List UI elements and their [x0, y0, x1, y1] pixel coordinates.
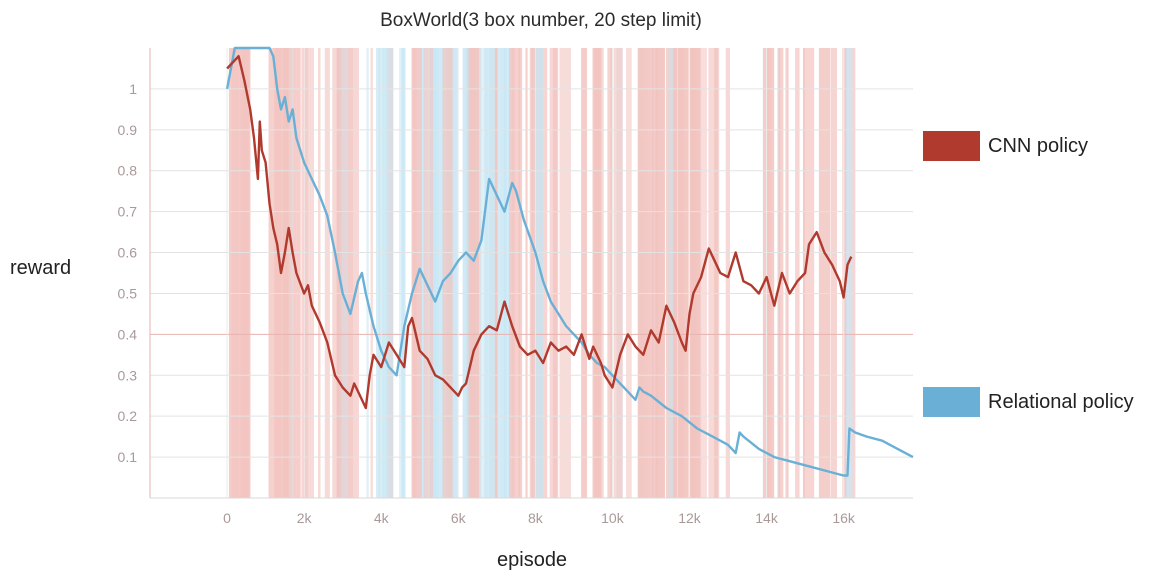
- cnn-variance-band: [317, 48, 321, 498]
- cnn-variance-band: [818, 48, 831, 498]
- axes: [149, 48, 913, 499]
- legend-item-cnn[interactable]: CNN policy: [923, 131, 1088, 161]
- relational-variance-band: [503, 48, 506, 498]
- series-lines: [225, 46, 914, 477]
- cnn-variance-band: [442, 48, 453, 498]
- y-tick-label: 0.3: [118, 367, 138, 383]
- relational-variance-band: [668, 48, 674, 498]
- cnn-variance-band: [466, 48, 477, 498]
- legend-item-relational[interactable]: Relational policy: [923, 387, 1134, 417]
- y-axis-label: reward: [10, 257, 72, 279]
- legend-swatch-cnn: [923, 131, 980, 161]
- legend-label-relational: Relational policy: [988, 390, 1134, 413]
- cnn-variance-band: [511, 48, 515, 498]
- x-tick-labels: 0 2k 4k 6k 8k 10k 12k 14k 16k: [223, 510, 856, 526]
- cnn-variance-band: [559, 48, 571, 498]
- cnn-variance-band: [228, 48, 241, 498]
- cnn-variance-band: [595, 48, 604, 498]
- relational-variance-band: [366, 48, 369, 498]
- cnn-variance-band: [549, 48, 559, 498]
- y-tick-label: 0.2: [118, 408, 138, 424]
- cnn-variance-band: [494, 48, 498, 498]
- x-tick-label: 2k: [297, 510, 313, 526]
- cnn-variance-band: [637, 48, 648, 498]
- relational-variance-band: [463, 48, 469, 498]
- y-tick-label: 0.7: [118, 204, 138, 220]
- cnn-variance-band: [842, 48, 847, 498]
- cnn-variance-band: [301, 48, 309, 498]
- cnn-variance-band: [581, 48, 588, 498]
- y-tick-label: 0.5: [118, 285, 138, 301]
- cnn-variance-band: [708, 48, 720, 498]
- cnn-variance-band: [610, 48, 614, 498]
- cnn-variance-band: [268, 48, 277, 498]
- cnn-variance-band: [324, 48, 330, 498]
- relational-variance-band: [399, 48, 405, 498]
- relational-variance-band: [381, 48, 394, 498]
- relational-variance-band: [430, 48, 440, 498]
- cnn-variance-band: [525, 48, 528, 498]
- x-tick-label: 14k: [755, 510, 779, 526]
- x-tick-label: 6k: [451, 510, 467, 526]
- cnn-variance-band: [766, 48, 770, 498]
- relational-policy-line: [225, 46, 914, 477]
- cnn-variance-band: [691, 48, 699, 498]
- cnn-variance-band: [725, 48, 730, 498]
- y-tick-label: 0.9: [118, 122, 138, 138]
- y-tick-labels: 0.1 0.2 0.3 0.4 0.5 0.6 0.7 0.8 0.9 1: [118, 81, 138, 465]
- cnn-variance-band: [645, 48, 657, 498]
- cnn-variance-band: [518, 48, 523, 498]
- cnn-variance-band: [241, 48, 250, 498]
- cnn-variance-band: [332, 48, 340, 498]
- cnn-variance-band: [656, 48, 659, 498]
- x-tick-label: 8k: [528, 510, 544, 526]
- variance-bands: [228, 48, 856, 498]
- cnn-variance-band: [769, 48, 772, 498]
- legend-label-cnn: CNN policy: [988, 134, 1089, 157]
- cnn-variance-band: [286, 48, 292, 498]
- cnn-variance-band: [626, 48, 632, 498]
- relational-variance-band: [506, 48, 510, 498]
- relational-variance-band: [378, 48, 382, 498]
- cnn-variance-band: [302, 48, 315, 498]
- x-tick-label: 12k: [678, 510, 702, 526]
- cnn-variance-band: [607, 48, 613, 498]
- x-tick-label: 0: [223, 510, 231, 526]
- cnn-variance-band: [830, 48, 837, 498]
- legend-swatch-relational: [923, 387, 980, 417]
- cnn-variance-band: [423, 48, 434, 498]
- cnn-variance-band: [531, 48, 534, 498]
- y-tick-label: 0.6: [118, 245, 138, 261]
- y-tick-label: 0.8: [118, 163, 138, 179]
- cnn-variance-band: [613, 48, 623, 498]
- cnn-variance-band: [688, 48, 694, 498]
- cnn-variance-band: [777, 48, 781, 498]
- relational-variance-band: [845, 48, 853, 498]
- y-tick-label: 0.1: [118, 449, 138, 465]
- cnn-variance-band: [411, 48, 422, 498]
- y-tick-label: 1: [129, 81, 137, 97]
- cnn-variance-band: [785, 48, 789, 498]
- cnn-variance-band: [370, 48, 373, 498]
- x-tick-label: 4k: [374, 510, 390, 526]
- cnn-variance-band: [677, 48, 688, 498]
- x-tick-label: 16k: [832, 510, 856, 526]
- cnn-variance-band: [659, 48, 666, 498]
- x-tick-label: 10k: [601, 510, 625, 526]
- relational-variance-band: [440, 48, 445, 498]
- x-axis-label: episode: [497, 549, 568, 571]
- cnn-variance-band: [348, 48, 359, 498]
- cnn-policy-line: [226, 55, 853, 410]
- cnn-variance-band: [795, 48, 800, 498]
- grid-lines: [150, 48, 913, 498]
- cnn-variance-band: [802, 48, 815, 498]
- relational-variance-band: [479, 48, 488, 498]
- relational-variance-band: [484, 48, 495, 498]
- chart-title: BoxWorld(3 box number, 20 step limit): [380, 10, 702, 31]
- cnn-variance-band: [341, 48, 354, 498]
- y-tick-label: 0.4: [118, 326, 138, 342]
